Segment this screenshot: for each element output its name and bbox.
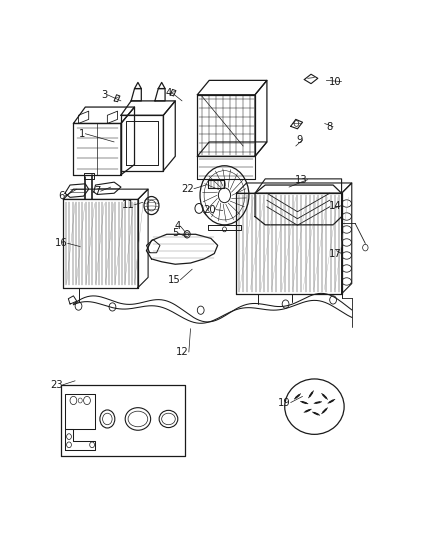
Text: 19: 19	[278, 398, 291, 408]
Text: 15: 15	[168, 275, 180, 285]
Text: 6: 6	[59, 191, 65, 201]
Text: 4: 4	[174, 221, 180, 231]
Text: 9: 9	[296, 135, 303, 145]
Text: 5: 5	[172, 229, 179, 238]
Text: 8: 8	[327, 122, 333, 132]
Text: 22: 22	[181, 184, 194, 193]
Text: 20: 20	[203, 205, 216, 215]
Text: 14: 14	[329, 200, 342, 211]
Text: 1: 1	[79, 129, 85, 139]
Text: 13: 13	[295, 175, 307, 185]
Text: 11: 11	[122, 200, 134, 209]
Text: 4: 4	[166, 88, 172, 98]
Text: 16: 16	[55, 238, 67, 248]
Text: 3: 3	[101, 90, 107, 100]
Text: 12: 12	[176, 347, 189, 357]
Text: 23: 23	[50, 380, 63, 390]
Text: 17: 17	[329, 248, 342, 259]
Text: 7: 7	[94, 186, 101, 196]
Text: 10: 10	[329, 77, 342, 86]
